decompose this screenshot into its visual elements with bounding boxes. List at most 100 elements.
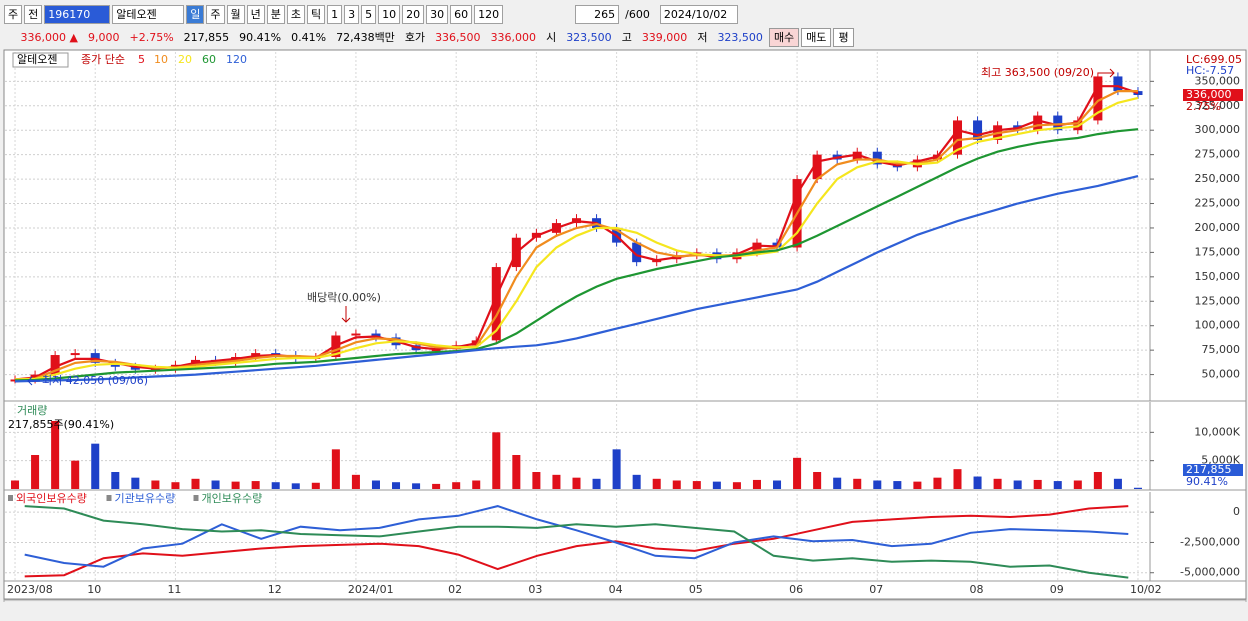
right-label: 217,855 [1186, 463, 1232, 476]
candle [311, 356, 321, 359]
toolbar-item[interactable]: 전 [24, 4, 43, 24]
y-tick-label: 175,000 [1195, 245, 1241, 258]
volume-bar [873, 480, 882, 489]
y-tick-label: 275,000 [1195, 148, 1241, 161]
candle [1033, 115, 1043, 131]
toolbar-item[interactable]: 알테오젠 [112, 4, 185, 24]
candle [271, 353, 281, 356]
y-tick-label: 125,000 [1195, 294, 1241, 307]
series-line [14, 175, 1139, 383]
volume-bar [893, 481, 902, 489]
candle [732, 252, 742, 260]
chart-area: 50,000 75,000 100,000 125,000 150,000 175,000… [3, 49, 1247, 602]
annotation-arrow [341, 306, 351, 323]
toolbar-item[interactable]: 1 [327, 4, 343, 24]
volume-bar [532, 472, 541, 489]
legend-box [12, 52, 69, 68]
volume-badge [1183, 464, 1243, 476]
toolbar-item[interactable]: 초 [286, 4, 305, 24]
toolbar-item[interactable]: 60 [450, 4, 473, 24]
candle [592, 218, 602, 228]
volume-bar [1033, 479, 1042, 489]
chart-bg [3, 49, 1247, 600]
volume-bar [1053, 481, 1062, 489]
x-tick-label: 2024/01 [348, 583, 394, 596]
series-line [14, 128, 1139, 382]
volume-bar [833, 477, 842, 489]
x-tick-label: 10/02 [1130, 583, 1162, 596]
volume-bar [632, 474, 641, 489]
toolbar-item[interactable]: 주 [4, 4, 23, 24]
legend-entry: 60 [202, 53, 216, 66]
toolbar-item[interactable]: 틱 [307, 4, 326, 24]
quote-item[interactable]: 매도 [801, 28, 832, 47]
volume-bar [612, 449, 621, 489]
quote-item: +2.75% [129, 31, 174, 44]
series-line [14, 96, 1139, 381]
toolbar-item[interactable]: 일 [186, 4, 205, 24]
toolbar-item[interactable]: 주 [206, 4, 225, 24]
legend-entry: 10 [154, 53, 168, 66]
volume-bar [392, 482, 401, 489]
volume-bar [913, 481, 922, 489]
toolbar-item[interactable]: 20 [402, 4, 425, 24]
x-tick-label: 07 [869, 583, 883, 596]
toolbar-item[interactable]: 30 [426, 4, 449, 24]
x-tick-label: 11 [167, 583, 181, 596]
y-tick-label: 75,000 [1202, 343, 1241, 356]
right-label: 336,000 [1186, 88, 1232, 101]
annotation-arrow [1098, 68, 1115, 78]
chart-title: 알테오젠 [17, 52, 57, 66]
legend-entry: 외국인보유수량 [16, 492, 87, 505]
toolbar-item[interactable]: 10 [378, 4, 401, 24]
toolbar-item[interactable]: 196170 [44, 4, 111, 24]
quote-item: 323,500 [717, 31, 763, 44]
candle [331, 335, 341, 357]
toolbar-item[interactable]: 2024/10/02 [659, 4, 738, 24]
volume-bar [512, 455, 521, 489]
x-tick-label: 08 [970, 583, 984, 596]
volume-bar [712, 481, 721, 489]
series-line [24, 505, 1129, 579]
candle [932, 154, 942, 160]
volume-bar [191, 478, 200, 489]
volume-bar [853, 478, 862, 489]
scroll-bar[interactable] [3, 599, 1247, 602]
toolbar-item[interactable]: 265 [575, 4, 620, 24]
annotation: 최저 42,050 (09/06) [42, 374, 148, 387]
quote-item: 저 [697, 31, 708, 44]
annotation: 최고 363,500 (09/20) [981, 66, 1094, 79]
candle [90, 353, 100, 363]
candle [351, 333, 361, 336]
volume-bar [672, 480, 681, 489]
y-tick-label: 200,000 [1195, 221, 1241, 234]
volume-bar [552, 474, 561, 489]
panel-subtitle: 217,855주(90.41%) [8, 418, 114, 431]
candle [993, 125, 1003, 140]
volume-bar [311, 482, 320, 489]
y-tick-label: 100,000 [1195, 319, 1241, 332]
quote-item: 9,000 [88, 31, 120, 44]
toolbar-item[interactable]: 년 [246, 4, 265, 24]
toolbar-item[interactable]: /600 [625, 7, 650, 21]
legend-entry: 개인보유수량 [202, 492, 263, 505]
toolbar-item[interactable]: 월 [226, 4, 245, 24]
y-tick-label: -5,000,000 [1180, 566, 1240, 579]
candle [211, 359, 221, 362]
toolbar: 주 전 196170 알테오젠 일 주 월 년 분 초 틱 1 3 5 10 20 30 60 120 265/600… [0, 4, 1248, 24]
volume-bar [71, 460, 80, 489]
toolbar-item[interactable]: 분 [266, 4, 285, 24]
quote-item: 호가 [404, 31, 426, 44]
quote-item[interactable]: 평 [833, 28, 854, 47]
panel-title: 거래량 [17, 404, 47, 417]
volume-bar [1113, 478, 1122, 489]
volume-bar [1013, 480, 1022, 489]
toolbar-item[interactable]: 5 [361, 4, 377, 24]
toolbar-item[interactable]: 120 [474, 4, 504, 24]
volume-bar [933, 477, 942, 489]
quote-item[interactable]: 매수 [768, 28, 800, 47]
volume-bar [251, 481, 260, 489]
volume-bar [1073, 480, 1082, 489]
toolbar-item[interactable]: 3 [344, 4, 360, 24]
candle [692, 252, 702, 256]
